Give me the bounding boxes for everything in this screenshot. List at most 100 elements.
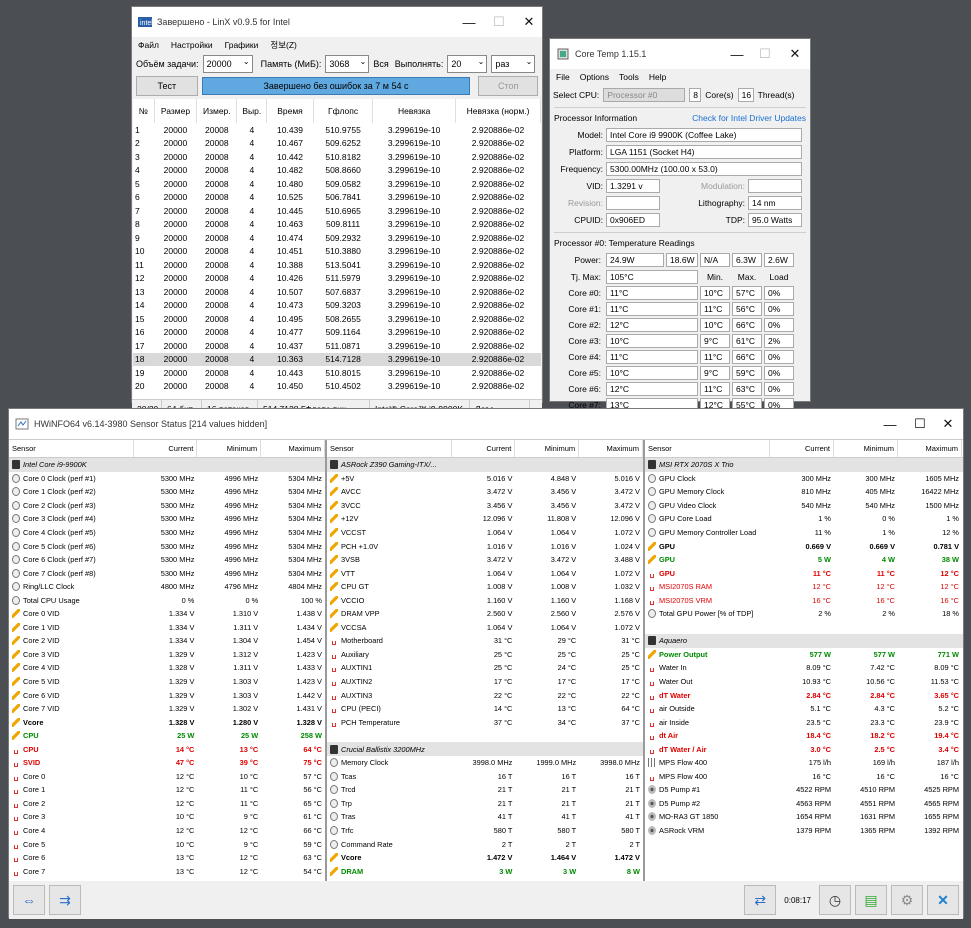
minimize-button[interactable]: — <box>730 46 744 62</box>
table-row[interactable]: 9 20000 20008 4 10.474 509.2932 3.299619e-10 2.… <box>133 231 541 245</box>
sensor-row[interactable]: GPU Video Clock 540 MHz 540 MHz 1500 MHz <box>645 499 963 513</box>
sensor-row[interactable]: Core 3 VID 1.329 V 1.312 V 1.423 V <box>9 648 325 662</box>
run-count-select[interactable]: 20 ⌄ <box>447 55 488 73</box>
sensor-row[interactable]: Core 1 VID 1.334 V 1.311 V 1.434 V <box>9 621 325 635</box>
sensor-row[interactable]: AUXTIN1 25 °C 24 °C 25 °C <box>327 661 643 675</box>
sensor-row[interactable]: Core 3 Clock (perf #4) 5300 MHz 4996 MHz 53… <box>9 512 325 526</box>
column-header[interactable]: Maximum <box>579 440 643 457</box>
sensor-row[interactable]: Core 7 13 °C 12 °C 54 °C <box>9 864 325 878</box>
sensor-row[interactable]: Ring/LLC Clock 4800 MHz 4796 MHz 4804 MHz <box>9 580 325 594</box>
sensor-row[interactable]: CPU GT 1.008 V 1.008 V 1.032 V <box>327 580 643 594</box>
sensor-group-header[interactable]: Crucial Ballistix 3200MHz <box>327 742 643 757</box>
clock-icon[interactable]: ◷ <box>819 885 851 915</box>
sensor-row[interactable]: Trp 21 T 21 T 21 T <box>327 797 643 811</box>
column-header[interactable]: Размер <box>154 99 198 123</box>
sensor-group-header[interactable]: MSI RTX 2070S X Trio <box>645 458 963 472</box>
sensor-row[interactable]: dT Water / Air 3.0 °C 2.5 °C 3.4 °C <box>645 742 963 756</box>
sensor-row[interactable]: Core 3 10 °C 9 °C 61 °C <box>9 810 325 824</box>
table-row[interactable]: 20 20000 20008 4 10.450 510.4502 3.299619e-10 2… <box>133 380 541 394</box>
column-header[interactable]: Невязка (норм.) <box>455 99 541 123</box>
sensor-row[interactable]: Core 2 Clock (perf #3) 5300 MHz 4996 MHz 53… <box>9 499 325 513</box>
menu-graphs[interactable]: Графики <box>224 40 259 50</box>
test-button[interactable]: Тест <box>136 76 198 96</box>
column-header[interactable]: № <box>133 99 155 123</box>
sensor-row[interactable]: GPU Clock 300 MHz 300 MHz 1605 MHz <box>645 472 963 486</box>
driver-update-link[interactable]: Check for Intel Driver Updates <box>692 113 806 123</box>
sensor-row[interactable]: Core 6 Clock (perf #7) 5300 MHz 4996 MHz 53… <box>9 553 325 567</box>
sensor-row[interactable]: dT Water 2.84 °C 2.84 °C 3.65 °C <box>645 688 963 702</box>
sensor-row[interactable]: Core 5 VID 1.329 V 1.303 V 1.423 V <box>9 675 325 689</box>
menu-help[interactable]: Help <box>648 72 667 82</box>
table-row[interactable]: 14 20000 20008 4 10.473 509.3203 3.299619e-10 2… <box>133 299 541 313</box>
sensor-row[interactable]: dt Air 18.4 °C 18.2 °C 19.4 °C <box>645 729 963 743</box>
menu-tools[interactable]: Tools <box>619 72 639 82</box>
sensor-row[interactable]: +5V 5.016 V 4.848 V 5.016 V <box>327 472 643 486</box>
sensor-row[interactable]: MSI2070S RAM 12 °C 12 °C 12 °C <box>645 580 963 594</box>
menu-info[interactable]: 정보(Z) <box>270 40 297 50</box>
sensor-row[interactable]: air Inside 23.5 °C 23.3 °C 23.9 °C <box>645 715 963 729</box>
sensor-row[interactable]: Core 2 VID 1.334 V 1.304 V 1.454 V <box>9 634 325 648</box>
sensor-row[interactable]: Core 5 Clock (perf #6) 5300 MHz 4996 MHz 53… <box>9 539 325 553</box>
sensor-row[interactable]: MO-RA3 GT 1850 1654 RPM 1631 RPM 1655 RPM <box>645 810 963 824</box>
add-report-icon[interactable]: ▤ <box>855 885 887 915</box>
sensor-group-header[interactable]: Intel Core i9-9900K <box>9 458 325 472</box>
table-row[interactable]: 3 20000 20008 4 10.442 510.8182 3.299619e-10 2.… <box>133 150 541 164</box>
sensor-row[interactable]: Total CPU Usage 0 % 0 % 100 % <box>9 593 325 607</box>
stop-button[interactable]: Стоп <box>478 76 538 96</box>
task-size-select[interactable]: 20000 ⌄ <box>202 55 253 73</box>
sensor-row[interactable]: AUXTIN2 17 °C 17 °C 17 °C <box>327 675 643 689</box>
table-row[interactable]: 1 20000 20008 4 10.439 510.9755 3.299619e-10 2.… <box>133 123 541 137</box>
table-row[interactable]: 19 20000 20008 4 10.443 510.8015 3.299619e-10 2… <box>133 366 541 380</box>
maximize-button[interactable]: ☐ <box>914 416 926 431</box>
sensor-row[interactable]: CPU (PECI) 14 °C 13 °C 64 °C <box>327 702 643 716</box>
table-row[interactable]: 6 20000 20008 4 10.525 506.7841 3.299619e-10 2.… <box>133 191 541 205</box>
sensor-row[interactable]: Core 5 10 °C 9 °C 59 °C <box>9 837 325 851</box>
sensor-row[interactable]: AUXTIN3 22 °C 22 °C 22 °C <box>327 688 643 702</box>
table-row[interactable]: 13 20000 20008 4 10.507 507.6837 3.299619e-10 2… <box>133 285 541 299</box>
column-header[interactable]: Maximum <box>261 440 325 457</box>
sensor-row[interactable]: GPU 11 °C 11 °C 12 °C <box>645 566 963 580</box>
processor-select[interactable]: Processor #0 <box>603 88 686 102</box>
sensor-row[interactable]: PCH Temperature 37 °C 34 °C 37 °C <box>327 715 643 729</box>
sensor-row[interactable]: Water Out 10.93 °C 10.56 °C 11.53 °C <box>645 675 963 689</box>
sensor-row[interactable]: Tras 41 T 41 T 41 T <box>327 810 643 824</box>
sensor-row[interactable]: D5 Pump #1 4522 RPM 4510 RPM 4525 RPM <box>645 783 963 797</box>
column-header[interactable]: Maximum <box>898 440 962 457</box>
sensor-row[interactable]: Vcore 1.472 V 1.464 V 1.472 V <box>327 851 643 865</box>
sensor-row[interactable]: Core 4 Clock (perf #5) 5300 MHz 4996 MHz 53… <box>9 526 325 540</box>
column-header[interactable]: Измер. <box>196 99 238 123</box>
sensor-row[interactable]: Core 0 Clock (perf #1) 5300 MHz 4996 MHz 53… <box>9 472 325 486</box>
sensor-row[interactable]: DRAM 3 W 3 W 8 W <box>327 864 643 878</box>
sensor-row[interactable]: Vcore 1.328 V 1.280 V 1.328 V <box>9 715 325 729</box>
menu-options[interactable]: Options <box>579 72 609 82</box>
column-header[interactable]: Невязка <box>372 99 457 123</box>
column-header[interactable]: Current <box>452 440 516 457</box>
sensor-row[interactable]: Core 2 12 °C 11 °C 65 °C <box>9 797 325 811</box>
sensor-row[interactable]: Power Output 577 W 577 W 771 W <box>645 648 963 662</box>
table-row[interactable]: 4 20000 20008 4 10.482 508.8660 3.299619e-10 2.… <box>133 164 541 178</box>
close-button[interactable]: ✕ <box>942 416 954 431</box>
sensor-row[interactable]: Water In 8.09 °C 7.42 °C 8.09 °C <box>645 661 963 675</box>
sensor-row[interactable]: Core 1 12 °C 11 °C 56 °C <box>9 783 325 797</box>
column-header[interactable]: Время <box>266 99 314 123</box>
sensor-row[interactable]: Motherboard 31 °C 29 °C 31 °C <box>327 634 643 648</box>
table-row[interactable]: 16 20000 20008 4 10.477 509.1164 3.299619e-10 2… <box>133 326 541 340</box>
minimize-button[interactable]: — <box>883 416 897 432</box>
menu-settings[interactable]: Настройки <box>170 40 213 50</box>
sensor-row[interactable]: Auxiliary 25 °C 25 °C 25 °C <box>327 648 643 662</box>
arrows-left-right-icon[interactable]: ⇔ <box>13 885 45 915</box>
all-memory-label[interactable]: Вся <box>373 59 389 69</box>
close-icon[interactable]: ✕ <box>927 885 959 915</box>
sensor-row[interactable]: PCH +1.0V 1.016 V 1.016 V 1.024 V <box>327 539 643 553</box>
maximize-button[interactable]: ☐ <box>759 46 771 61</box>
sensor-row[interactable]: GPU Core Load 1 % 0 % 1 % <box>645 512 963 526</box>
sensor-row[interactable]: VCCST 1.064 V 1.064 V 1.072 V <box>327 526 643 540</box>
sensor-row[interactable]: SVID 47 °C 39 °C 75 °C <box>9 756 325 770</box>
sensor-row[interactable]: VCCSA 1.064 V 1.064 V 1.072 V <box>327 621 643 635</box>
table-row[interactable]: 17 20000 20008 4 10.437 511.0871 3.299619e-10 2… <box>133 339 541 353</box>
sensor-row[interactable]: Core 6 VID 1.329 V 1.303 V 1.442 V <box>9 688 325 702</box>
sensor-row[interactable]: Total GPU Power [% of TDP] 2 % 2 % 18 % <box>645 607 963 621</box>
sensor-row[interactable]: GPU Memory Clock 810 MHz 405 MHz 16422 MHz <box>645 485 963 499</box>
column-header[interactable]: Minimum <box>197 440 262 457</box>
table-row[interactable]: 8 20000 20008 4 10.463 509.8111 3.299619e-10 2.… <box>133 218 541 232</box>
